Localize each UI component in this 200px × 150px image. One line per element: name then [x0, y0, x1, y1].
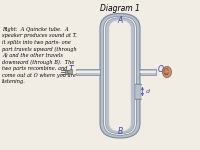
FancyBboxPatch shape	[109, 20, 131, 131]
Polygon shape	[65, 70, 68, 74]
Text: Diagram 1: Diagram 1	[100, 4, 140, 13]
Ellipse shape	[163, 66, 172, 78]
FancyBboxPatch shape	[106, 18, 134, 134]
FancyBboxPatch shape	[104, 16, 136, 135]
Text: B: B	[117, 128, 123, 136]
FancyBboxPatch shape	[100, 14, 140, 138]
Polygon shape	[140, 69, 156, 75]
Text: Right:  A Quincke tube.  A
speaker produces sound at T,
it splits into two parts: Right: A Quincke tube. A speaker produce…	[2, 27, 77, 84]
Text: T: T	[69, 65, 73, 74]
Polygon shape	[76, 69, 100, 75]
Polygon shape	[140, 71, 156, 73]
Text: d: d	[145, 89, 149, 94]
Text: A: A	[117, 16, 123, 25]
Text: O: O	[158, 65, 164, 74]
Polygon shape	[76, 71, 100, 73]
Polygon shape	[68, 69, 72, 75]
Polygon shape	[135, 84, 141, 99]
